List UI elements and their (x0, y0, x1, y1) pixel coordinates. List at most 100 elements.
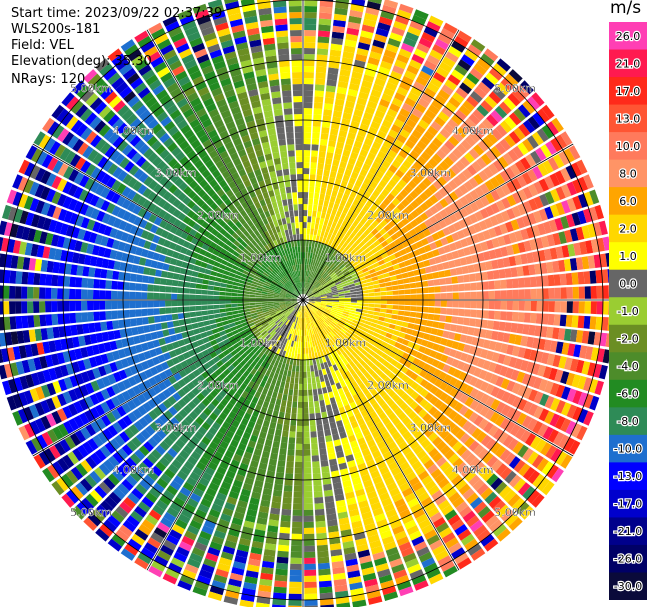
velocity-gate (339, 319, 346, 324)
velocity-gate (493, 363, 503, 375)
velocity-gate (344, 404, 352, 412)
velocity-gate (405, 435, 416, 446)
velocity-gate (355, 308, 363, 313)
velocity-gate (476, 483, 489, 496)
velocity-gate (454, 479, 467, 491)
velocity-gate (147, 316, 155, 324)
velocity-gate (385, 313, 392, 319)
velocity-gate (9, 285, 16, 299)
velocity-gate (457, 172, 468, 183)
velocity-gate (492, 428, 504, 441)
velocity-gate (416, 449, 427, 460)
velocity-gate (396, 456, 407, 466)
velocity-gate (306, 290, 310, 296)
velocity-gate (440, 285, 447, 293)
velocity-gate (442, 227, 451, 236)
velocity-gate (482, 281, 489, 290)
velocity-gate (367, 216, 375, 224)
velocity-gate (299, 377, 303, 384)
velocity-gate (474, 390, 485, 402)
velocity-gate (448, 410, 458, 421)
velocity-gate (404, 305, 411, 311)
velocity-gate (311, 253, 316, 260)
velocity-gate (452, 300, 459, 308)
velocity-gate (362, 428, 371, 437)
velocity-gate (362, 356, 370, 364)
velocity-gate (318, 30, 331, 38)
velocity-gate (326, 360, 332, 368)
velocity-gate (15, 316, 23, 329)
velocity-gate (123, 300, 130, 309)
velocity-gate (535, 439, 547, 453)
velocity-gate (290, 377, 295, 384)
velocity-gate (444, 384, 454, 395)
velocity-gate (541, 480, 555, 496)
velocity-gate (488, 340, 497, 351)
velocity-gate (426, 21, 441, 33)
velocity-gate (411, 263, 419, 270)
velocity-gate (463, 180, 474, 192)
velocity-gate (430, 328, 438, 336)
velocity-gate (409, 311, 417, 318)
velocity-gate (303, 156, 310, 163)
velocity-gate (555, 400, 566, 414)
velocity-gate (328, 270, 335, 276)
velocity-gate (326, 305, 333, 308)
velocity-gate (220, 312, 227, 318)
velocity-gate (328, 201, 335, 209)
velocity-gate (287, 370, 292, 377)
velocity-gate (458, 371, 468, 381)
velocity-gate (588, 206, 599, 222)
velocity-gate (303, 377, 307, 384)
velocity-gate (409, 190, 419, 200)
velocity-gate (423, 130, 435, 141)
velocity-gate (480, 348, 489, 359)
velocity-gate (367, 285, 375, 290)
velocity-gate (355, 160, 364, 169)
velocity-gate (482, 118, 494, 131)
velocity-gate (317, 162, 324, 170)
velocity-gate (561, 402, 572, 416)
velocity-gate (378, 259, 386, 266)
velocity-gate (397, 279, 404, 285)
velocity-gate (320, 362, 325, 370)
velocity-gate (432, 410, 443, 420)
velocity-gate (416, 171, 426, 181)
velocity-gate (320, 292, 327, 296)
velocity-gate (424, 146, 435, 157)
velocity-gate (423, 188, 434, 198)
velocity-gate (341, 118, 351, 126)
velocity-gate (189, 294, 196, 300)
velocity-gate (492, 63, 507, 77)
velocity-gate (313, 108, 323, 115)
velocity-gate (520, 80, 534, 95)
velocity-gate (87, 300, 94, 311)
velocity-gate (303, 270, 305, 276)
velocity-gate (329, 254, 335, 261)
velocity-gate (385, 421, 395, 431)
velocity-gate (469, 387, 479, 399)
velocity-gate (412, 249, 421, 257)
velocity-gate (480, 487, 494, 500)
velocity-gate (376, 486, 388, 496)
velocity-gate (380, 60, 393, 70)
velocity-gate (324, 320, 330, 326)
velocity-gate (342, 234, 349, 242)
velocity-gate (504, 452, 516, 466)
velocity-gate (401, 392, 410, 402)
velocity-gate (201, 300, 208, 305)
velocity-gate (277, 392, 283, 400)
velocity-gate (324, 258, 329, 265)
velocity-gate (303, 497, 313, 504)
velocity-gate (381, 55, 395, 65)
velocity-gate (329, 49, 342, 57)
velocity-gate (314, 273, 318, 280)
velocity-gate (474, 186, 485, 198)
velocity-gate (423, 402, 434, 412)
velocity-gate (292, 395, 298, 402)
velocity-gate (448, 491, 461, 504)
velocity-gate (94, 268, 102, 278)
velocity-gate (441, 417, 452, 428)
velocity-gate (410, 288, 417, 294)
velocity-gate (281, 508, 292, 516)
